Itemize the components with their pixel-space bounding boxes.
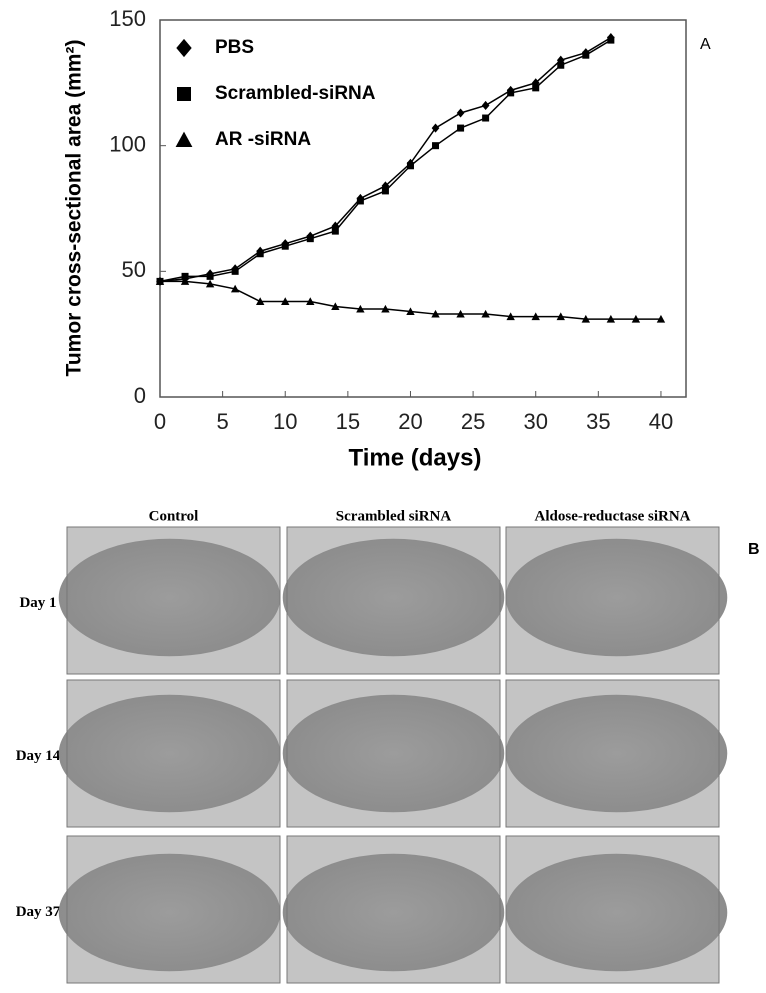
x-tick-label: 10 xyxy=(273,409,297,434)
y-tick-label: 100 xyxy=(109,131,146,156)
photo-frame xyxy=(66,679,281,828)
data-point xyxy=(331,227,339,235)
legend-label: PBS xyxy=(215,37,254,58)
data-point xyxy=(582,51,590,59)
data-point xyxy=(180,277,190,285)
row-label: Day 14 xyxy=(16,748,61,764)
data-point xyxy=(381,304,390,313)
data-point xyxy=(481,309,490,318)
y-tick-label: 50 xyxy=(122,257,146,282)
x-tick-label: 40 xyxy=(649,409,673,434)
data-point xyxy=(356,304,365,313)
data-point xyxy=(581,314,591,323)
y-axis-label: Tumor cross-sectional area (mm²) xyxy=(63,40,86,377)
x-tick-label: 30 xyxy=(523,409,547,434)
data-point xyxy=(606,314,616,323)
plot-frame xyxy=(159,19,687,398)
data-point xyxy=(506,312,515,321)
photo-frame xyxy=(505,835,720,984)
data-point xyxy=(457,124,465,132)
row-label: Day 1 xyxy=(19,595,56,611)
data-point xyxy=(206,272,214,280)
series-line xyxy=(159,36,612,283)
data-point xyxy=(481,100,490,111)
photo-frame xyxy=(66,526,281,675)
x-tick-label: 15 xyxy=(336,409,360,434)
data-point xyxy=(631,314,641,323)
mouse-body xyxy=(282,694,505,813)
legend-label: Scrambled-siRNA xyxy=(215,83,376,104)
y-tick-label: 0 xyxy=(134,383,146,408)
mouse-body xyxy=(505,538,728,657)
column-header: Control xyxy=(149,508,199,524)
x-tick-label: 0 xyxy=(154,409,166,434)
panel-label: B xyxy=(748,541,760,558)
y-tick-label: 150 xyxy=(109,6,146,31)
data-point xyxy=(406,307,415,316)
data-point xyxy=(406,162,414,170)
mouse-body xyxy=(505,853,728,972)
data-point xyxy=(557,61,565,69)
data-point xyxy=(381,187,389,195)
data-point xyxy=(656,314,666,323)
mouse-body xyxy=(282,538,505,657)
x-tick-label: 25 xyxy=(461,409,485,434)
data-point xyxy=(532,84,540,92)
photo-frame xyxy=(505,679,720,828)
mouse-body xyxy=(58,853,281,972)
data-point xyxy=(331,302,340,311)
data-point xyxy=(431,309,440,318)
mouse-body xyxy=(58,538,281,657)
legend-marker xyxy=(175,131,193,147)
x-tick-label: 35 xyxy=(586,409,610,434)
data-point xyxy=(456,108,465,118)
legend-label: AR -siRNA xyxy=(215,129,311,150)
data-point xyxy=(356,197,364,205)
data-point xyxy=(431,123,440,133)
data-point xyxy=(281,297,290,305)
mouse-body xyxy=(282,853,505,972)
data-point xyxy=(230,284,240,293)
mouse-body xyxy=(505,694,728,813)
data-point xyxy=(155,277,165,285)
data-point xyxy=(607,36,615,44)
data-point xyxy=(181,272,189,280)
data-point xyxy=(205,279,215,288)
column-header: Aldose-reductase siRNA xyxy=(535,508,691,524)
data-point xyxy=(256,250,264,258)
row-label: Day 37 xyxy=(16,904,61,920)
legend-marker xyxy=(176,38,192,58)
x-axis-label: Time (days) xyxy=(349,444,482,471)
legend-marker xyxy=(177,87,191,101)
x-tick-label: 5 xyxy=(216,409,228,434)
data-point xyxy=(231,267,239,275)
data-point xyxy=(281,242,289,250)
photo-frame xyxy=(286,679,501,828)
data-point xyxy=(507,89,515,97)
mouse-body xyxy=(58,694,281,813)
data-point xyxy=(255,297,265,305)
data-point xyxy=(432,142,440,150)
data-point xyxy=(306,235,314,243)
photo-frame xyxy=(505,526,720,675)
photo-frame xyxy=(286,835,501,984)
photo-frame xyxy=(286,526,501,675)
data-point xyxy=(306,297,315,305)
data-point xyxy=(482,114,490,122)
data-point xyxy=(531,312,540,321)
photo-frame xyxy=(66,835,281,984)
data-point xyxy=(556,312,565,321)
photo-grid: Control Scrambled siRNA Aldose-reductase s… xyxy=(16,508,728,984)
x-tick-label: 20 xyxy=(398,409,422,434)
panel-label: A xyxy=(700,36,711,53)
column-header: Scrambled siRNA xyxy=(336,508,452,524)
data-point xyxy=(456,309,465,318)
